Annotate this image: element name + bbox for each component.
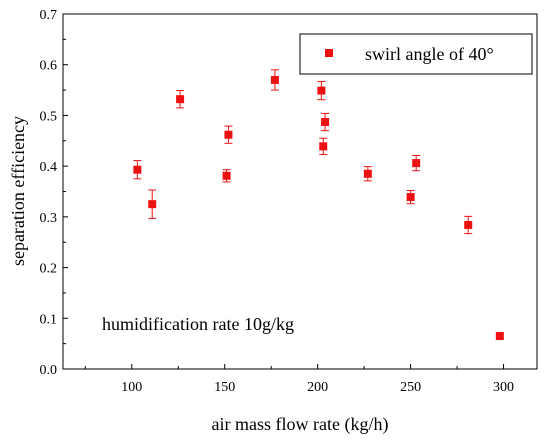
x-tick-label: 200: [307, 380, 328, 395]
data-point: [148, 200, 157, 209]
x-tick-label: 250: [400, 380, 421, 395]
data-points: [133, 69, 504, 341]
y-tick-label: 0.3: [40, 211, 58, 226]
y-tick-label: 0.7: [40, 8, 58, 23]
x-tick-label: 300: [493, 380, 514, 395]
legend-marker: [325, 49, 333, 57]
y-tick-label: 0.2: [40, 262, 58, 277]
y-axis: 0.0 0.1 0.2 0.3 0.4 0.5 0.6 0.7: [40, 8, 68, 378]
data-point: [406, 193, 415, 202]
data-point: [464, 220, 473, 229]
data-point: [222, 171, 231, 180]
data-point: [176, 95, 185, 104]
y-tick-label: 0.0: [40, 363, 58, 378]
x-tick-label: 100: [121, 380, 142, 395]
data-point: [270, 75, 279, 84]
data-point: [321, 118, 330, 127]
legend-box: [299, 33, 533, 75]
y-tick-label: 0.4: [40, 160, 58, 175]
y-axis-title: separation efficiency: [8, 116, 28, 266]
data-point: [224, 130, 233, 139]
y-tick-label: 0.1: [40, 312, 58, 327]
x-axis: 100 150 200 250 300: [84, 364, 514, 395]
legend: swirl angle of 40°: [299, 33, 533, 75]
data-point: [317, 86, 326, 95]
y-tick-label: 0.6: [40, 59, 58, 74]
data-point: [133, 165, 142, 174]
x-tick-label: 150: [214, 380, 235, 395]
data-point: [495, 332, 504, 341]
data-point: [412, 159, 421, 168]
annotation: humidification rate 10g/kg: [102, 314, 294, 334]
y-tick-label: 0.5: [40, 109, 58, 124]
data-point: [363, 169, 372, 178]
x-axis-title: air mass flow rate (kg/h): [212, 414, 389, 435]
data-point: [319, 142, 328, 151]
legend-label: swirl angle of 40°: [365, 44, 494, 64]
